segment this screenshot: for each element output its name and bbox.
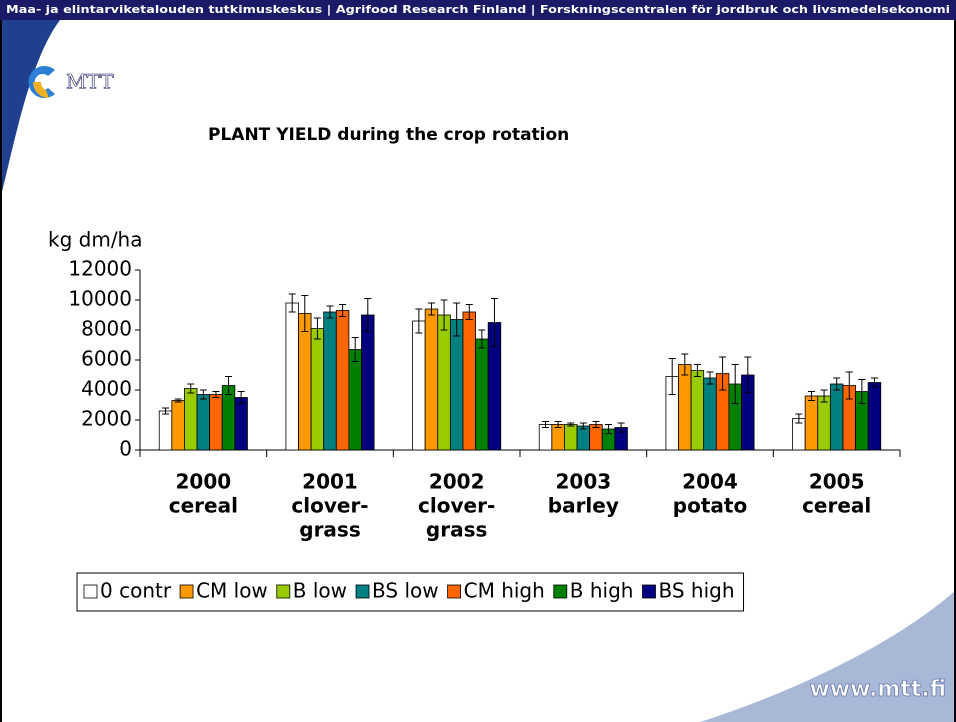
bar bbox=[830, 384, 843, 450]
bar bbox=[311, 329, 324, 451]
bar bbox=[362, 315, 375, 450]
legend-label: 0 contr bbox=[100, 579, 172, 603]
x-tick-label: cereal bbox=[169, 494, 238, 518]
x-tick-label: cereal bbox=[802, 494, 871, 518]
bar bbox=[197, 395, 210, 451]
legend: 0 contr CM low B low BS low CM high B high BS … bbox=[77, 573, 744, 611]
x-tick-label: barley bbox=[548, 494, 619, 518]
bar bbox=[324, 312, 337, 450]
legend-label: CM high bbox=[464, 579, 545, 603]
legend-swatch bbox=[180, 585, 193, 598]
legend-swatch bbox=[277, 585, 290, 598]
bar bbox=[577, 426, 590, 450]
bar bbox=[172, 401, 185, 451]
y-axis-label: kg dm/ha bbox=[48, 228, 142, 252]
legend-swatch bbox=[356, 585, 369, 598]
bar bbox=[450, 320, 463, 451]
header-text: Maa- ja elintarviketalouden tutkimuskesk… bbox=[6, 4, 950, 16]
bar bbox=[539, 425, 552, 451]
bar bbox=[425, 309, 438, 450]
bar bbox=[336, 311, 349, 451]
legend-label: BS low bbox=[372, 579, 439, 603]
bar bbox=[438, 315, 451, 450]
bar bbox=[184, 389, 197, 451]
y-tick-label: 4000 bbox=[81, 377, 132, 401]
bar bbox=[476, 339, 489, 450]
legend-swatch bbox=[84, 585, 97, 598]
bar bbox=[210, 395, 223, 451]
legend-swatch bbox=[642, 585, 655, 598]
bar bbox=[222, 386, 235, 451]
slide: Maa- ja elintarviketalouden tutkimuskesk… bbox=[0, 0, 956, 722]
x-tick-label: 2004 bbox=[682, 470, 738, 494]
bar bbox=[159, 411, 172, 450]
y-tick-label: 10000 bbox=[68, 287, 132, 311]
y-tick-label: 8000 bbox=[81, 317, 132, 341]
x-tick-label: grass bbox=[299, 518, 360, 542]
x-tick-label: 2005 bbox=[809, 470, 865, 494]
x-tick-label: clover- bbox=[418, 494, 495, 518]
x-tick-label: 2003 bbox=[555, 470, 611, 494]
y-tick-label: 2000 bbox=[81, 407, 132, 431]
bar bbox=[235, 398, 248, 451]
bar bbox=[552, 425, 565, 451]
x-tick-label: 2000 bbox=[175, 470, 231, 494]
bar bbox=[868, 383, 881, 451]
legend-label: CM low bbox=[196, 579, 268, 603]
bar bbox=[679, 365, 692, 451]
legend-swatch bbox=[554, 585, 567, 598]
legend-label: B high bbox=[570, 579, 634, 603]
y-tick-label: 12000 bbox=[68, 257, 132, 281]
chart-title: PLANT YIELD during the crop rotation bbox=[208, 125, 569, 145]
bar bbox=[299, 314, 312, 451]
x-tick-label: 2001 bbox=[302, 470, 358, 494]
logo-text: MTT bbox=[66, 70, 114, 94]
bar bbox=[463, 312, 476, 450]
bar bbox=[349, 350, 362, 451]
bar bbox=[805, 396, 818, 450]
bar bbox=[704, 378, 717, 450]
legend-label: BS high bbox=[658, 579, 734, 603]
legend-swatch bbox=[448, 585, 461, 598]
y-tick-label: 0 bbox=[119, 437, 132, 461]
bar bbox=[286, 303, 299, 450]
bar bbox=[818, 396, 831, 450]
x-tick-label: potato bbox=[673, 494, 747, 518]
y-tick-label: 6000 bbox=[81, 347, 132, 371]
bar bbox=[564, 425, 577, 451]
x-tick-label: clover- bbox=[291, 494, 368, 518]
bar bbox=[691, 371, 704, 451]
x-tick-label: 2002 bbox=[429, 470, 485, 494]
legend-label: B low bbox=[293, 579, 347, 603]
bar bbox=[413, 321, 426, 450]
bar bbox=[590, 425, 603, 451]
url: www.mtt.fi bbox=[809, 677, 946, 702]
x-tick-label: grass bbox=[426, 518, 487, 542]
